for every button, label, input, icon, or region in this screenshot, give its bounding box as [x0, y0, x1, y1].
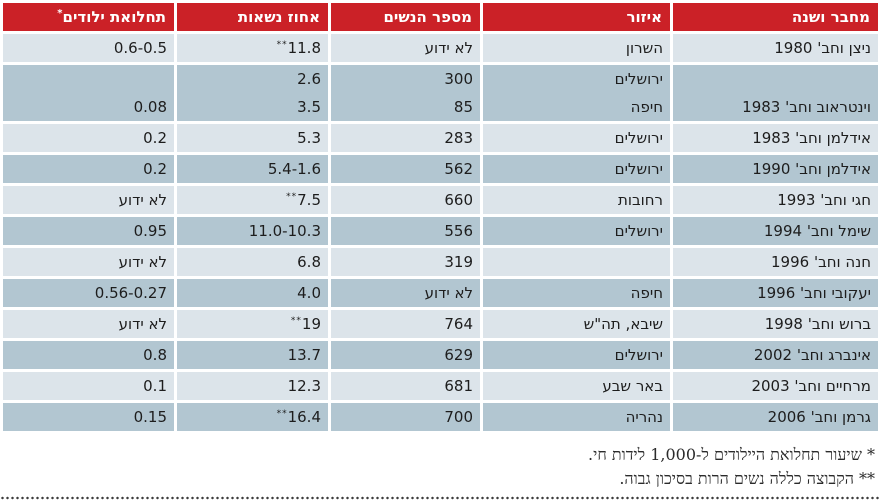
cell-percent: 12.3: [177, 372, 328, 400]
footnotes: * שיעור תחלואת היילודים ל-1,000 לידות חי…: [0, 443, 875, 491]
cell-morbidity: לא ידוע: [3, 186, 174, 214]
cell-author: אידלמן וחב' 1990: [673, 155, 878, 183]
cell-women: 660: [331, 186, 480, 214]
cell-women: 629: [331, 341, 480, 369]
carrier-study-table: מחבר ושנה איזור מספר הנשים אחוז נשאות תחלואת…: [3, 3, 878, 431]
cell-morbidity: 0.6-0.5: [3, 34, 174, 62]
double-asterisk-note-marker: **: [286, 192, 298, 202]
cell-women: 319: [331, 248, 480, 276]
cell-women: לא ידוע: [331, 279, 480, 307]
cell-women: 700: [331, 403, 480, 431]
cell-region: רחובות: [483, 186, 670, 214]
cell-women: 300 85: [331, 65, 480, 121]
cell-morbidity: 0.8: [3, 341, 174, 369]
table-row: אינברג וחב' 2002 ירושלים 629 13.7 0.8: [3, 341, 878, 369]
cell-region: נהריה: [483, 403, 670, 431]
cell-women: 681: [331, 372, 480, 400]
cell-author: ברוש וחב' 1998: [673, 310, 878, 338]
cell-author: חנה וחב' 1996: [673, 248, 878, 276]
cell-morbidity: 0.15: [3, 403, 174, 431]
cell-percent: 5.3: [177, 124, 328, 152]
cell-region: ירושלים: [483, 217, 670, 245]
double-asterisk-note-marker: **: [276, 40, 288, 50]
cell-morbidity: 0.2: [3, 155, 174, 183]
table-row: מרחיים וחב' 2003 באר שבע 681 12.3 0.1: [3, 372, 878, 400]
cell-percent: 5.4-1.6: [177, 155, 328, 183]
cell-region: באר שבע: [483, 372, 670, 400]
asterisk-note-marker: *: [57, 8, 63, 19]
table-row: חגי וחב' 1993 רחובות 660 **7.5 לא ידוע: [3, 186, 878, 214]
footnote-morbidity-rate: * שיעור תחלואת היילודים ל-1,000 לידות חי…: [588, 445, 875, 464]
cell-region: ירושלים: [483, 124, 670, 152]
cell-morbidity: לא ידוע: [3, 310, 174, 338]
cell-women: לא ידוע: [331, 34, 480, 62]
table-row: גרמן וחב' 2006 נהריה 700 **16.4 0.15: [3, 403, 878, 431]
cell-author: מרחיים וחב' 2003: [673, 372, 878, 400]
column-header-morbidity: תחלואת ילודים*: [3, 3, 174, 31]
cell-author: אידלמן וחב' 1983: [673, 124, 878, 152]
column-header-women: מספר הנשים: [331, 3, 480, 31]
cell-morbidity: 0.95: [3, 217, 174, 245]
cell-women: 283: [331, 124, 480, 152]
cell-author: שימל וחב' 1994: [673, 217, 878, 245]
cell-percent: 6.8: [177, 248, 328, 276]
cell-region: ירושלים: [483, 155, 670, 183]
cell-percent: **11.8: [177, 34, 328, 62]
footnote-high-risk-group: ** הקבוצה כללה נשים הרות בסיכון גבוה.: [619, 469, 875, 488]
cell-morbidity: 0.56-0.27: [3, 279, 174, 307]
double-asterisk-note-marker: **: [276, 409, 288, 419]
table-row: חנה וחב' 1996 319 6.8 לא ידוע: [3, 248, 878, 276]
cell-percent: 2.6 3.5: [177, 65, 328, 121]
table-row: וינטראוב וחב' 1983 ירושלים חיפה 300 85 2.6 3.5…: [3, 65, 878, 121]
cell-region: ירושלים חיפה: [483, 65, 670, 121]
column-header-author: מחבר ושנה: [673, 3, 878, 31]
cell-author: וינטראוב וחב' 1983: [673, 65, 878, 121]
column-header-percent: אחוז נשאות: [177, 3, 328, 31]
table-row: ניצן וחב' 1980 השרון לא ידוע **11.8 0.6-0.5: [3, 34, 878, 62]
cell-region: חיפה: [483, 279, 670, 307]
cell-percent: **16.4: [177, 403, 328, 431]
cell-region: ירושלים: [483, 341, 670, 369]
table-row: אידלמן וחב' 1990 ירושלים 562 5.4-1.6 0.2: [3, 155, 878, 183]
table-header-row: מחבר ושנה איזור מספר הנשים אחוז נשאות תחלואת…: [3, 3, 878, 31]
cell-percent: **19: [177, 310, 328, 338]
table-row: שימל וחב' 1994 ירושלים 556 11.0-10.3 0.95: [3, 217, 878, 245]
double-asterisk-note-marker: **: [290, 316, 302, 326]
cell-women: 764: [331, 310, 480, 338]
table-row: אידלמן וחב' 1983 ירושלים 283 5.3 0.2: [3, 124, 878, 152]
cell-morbidity: 0.1: [3, 372, 174, 400]
cell-author: אינברג וחב' 2002: [673, 341, 878, 369]
cell-author: ניצן וחב' 1980: [673, 34, 878, 62]
cell-region: [483, 248, 670, 276]
cell-morbidity: 0.08: [3, 65, 174, 121]
cell-percent: **7.5: [177, 186, 328, 214]
cell-region: השרון: [483, 34, 670, 62]
cell-percent: 4.0: [177, 279, 328, 307]
table-row: ברוש וחב' 1998 שיבא, תה"ש 764 **19 לא ידוע: [3, 310, 878, 338]
table-row: יעקובי וחב' 1996 חיפה לא ידוע 4.0 0.56-0.27: [3, 279, 878, 307]
cell-women: 556: [331, 217, 480, 245]
cell-author: יעקובי וחב' 1996: [673, 279, 878, 307]
cell-percent: 11.0-10.3: [177, 217, 328, 245]
cell-morbidity: 0.2: [3, 124, 174, 152]
column-header-region: איזור: [483, 3, 670, 31]
cell-author: גרמן וחב' 2006: [673, 403, 878, 431]
cell-morbidity: לא ידוע: [3, 248, 174, 276]
dotted-divider: [0, 496, 881, 500]
cell-region: שיבא, תה"ש: [483, 310, 670, 338]
cell-percent: 13.7: [177, 341, 328, 369]
cell-women: 562: [331, 155, 480, 183]
cell-author: חגי וחב' 1993: [673, 186, 878, 214]
